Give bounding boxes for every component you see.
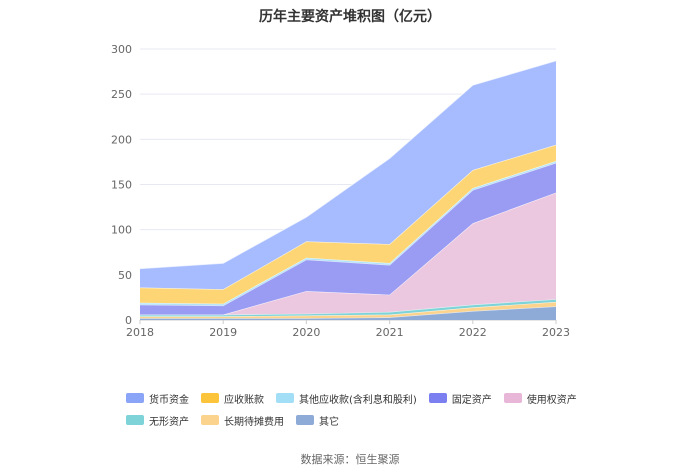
legend-swatch <box>276 393 294 403</box>
legend: 货币资金 应收账款 其他应收款(含利息和股利) 固定资产 使用权资产无形资产 长期待摊费用… <box>126 390 596 434</box>
legend-label: 使用权资产 <box>526 394 577 406</box>
y-tick-label: 150 <box>111 179 132 192</box>
legend-swatch <box>201 415 219 425</box>
y-tick-label: 0 <box>125 314 132 327</box>
y-tick-label: 50 <box>118 269 132 282</box>
x-axis: 2018 2019 2020 2021 2022 2023 <box>126 320 570 339</box>
legend-item[interactable]: 长期待摊费用 <box>201 412 284 428</box>
legend-swatch <box>201 393 219 403</box>
legend-swatch <box>126 415 144 425</box>
legend-item[interactable]: 固定资产 <box>428 390 492 406</box>
legend-label: 固定资产 <box>451 394 492 406</box>
area-使用权资产 <box>140 192 556 315</box>
legend-item[interactable]: 无形资产 <box>126 412 189 428</box>
legend-item[interactable]: 应收账款 <box>201 390 264 406</box>
legend-swatch <box>126 393 144 403</box>
legend-label: 无形资产 <box>149 416 189 428</box>
legend-swatch <box>296 415 314 425</box>
legend-label: 长期待摊费用 <box>224 416 284 428</box>
legend-item[interactable]: 其他应收款(含利息和股利) <box>276 390 417 406</box>
area-其它 <box>140 306 556 320</box>
legend-swatch <box>503 393 522 403</box>
y-axis: 0 50 100 150 200 250 300 <box>111 43 132 327</box>
x-tick-label: 2019 <box>209 326 237 339</box>
area-edge <box>139 60 557 270</box>
legend-item[interactable]: 使用权资产 <box>503 390 577 406</box>
area-series <box>139 60 557 320</box>
legend-label: 货币资金 <box>149 394 189 406</box>
legend-label: 其它 <box>319 416 339 428</box>
chart-title: 历年主要资产堆积图（亿元） <box>259 9 441 25</box>
x-tick-label: 2022 <box>459 326 487 339</box>
data-source: 数据来源：恒生聚源 <box>300 453 400 466</box>
x-tick-label: 2018 <box>126 326 154 339</box>
x-tick-label: 2020 <box>292 326 320 339</box>
y-tick-label: 100 <box>111 224 132 237</box>
area-固定资产 <box>140 162 556 315</box>
y-tick-label: 250 <box>111 88 132 101</box>
y-tick-label: 300 <box>111 43 132 56</box>
legend-item[interactable]: 货币资金 <box>126 390 189 406</box>
legend-label: 其他应收款(含利息和股利) <box>299 394 417 406</box>
legend-item[interactable]: 其它 <box>296 412 339 428</box>
area-edge <box>139 162 557 307</box>
legend-swatch <box>428 393 447 403</box>
x-tick-label: 2023 <box>542 326 570 339</box>
area-应收账款 <box>140 144 556 304</box>
area-货币资金 <box>140 60 556 290</box>
y-tick-label: 200 <box>111 133 132 146</box>
area-其他应收款(含利息和股利) <box>140 161 556 306</box>
legend-label: 应收账款 <box>224 394 264 406</box>
x-tick-label: 2021 <box>376 326 404 339</box>
